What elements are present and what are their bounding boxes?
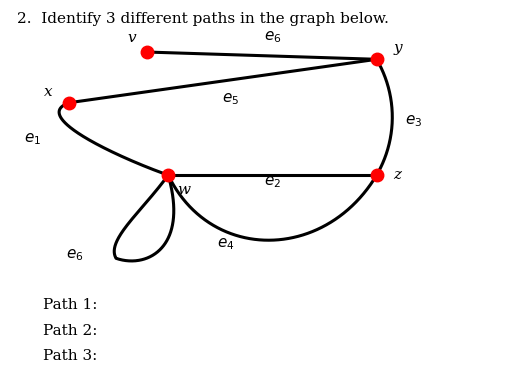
Text: w: w xyxy=(177,183,190,197)
Text: Path 1:: Path 1: xyxy=(43,298,97,312)
Text: 2.  Identify 3 different paths in the graph below.: 2. Identify 3 different paths in the gra… xyxy=(17,12,389,26)
Text: $e_6$: $e_6$ xyxy=(66,247,83,262)
Text: x: x xyxy=(44,85,52,99)
Text: $e_2$: $e_2$ xyxy=(264,175,281,190)
Text: Path 2:: Path 2: xyxy=(43,324,97,338)
Text: $e_4$: $e_4$ xyxy=(217,236,234,252)
Text: y: y xyxy=(393,41,402,55)
Text: $e_6$: $e_6$ xyxy=(264,30,281,45)
Text: $e_5$: $e_5$ xyxy=(222,91,239,107)
Text: z: z xyxy=(394,168,401,182)
Text: $e_3$: $e_3$ xyxy=(405,113,422,129)
Text: Path 3:: Path 3: xyxy=(43,349,97,363)
Text: v: v xyxy=(127,31,136,45)
Text: $e_1$: $e_1$ xyxy=(24,131,41,147)
